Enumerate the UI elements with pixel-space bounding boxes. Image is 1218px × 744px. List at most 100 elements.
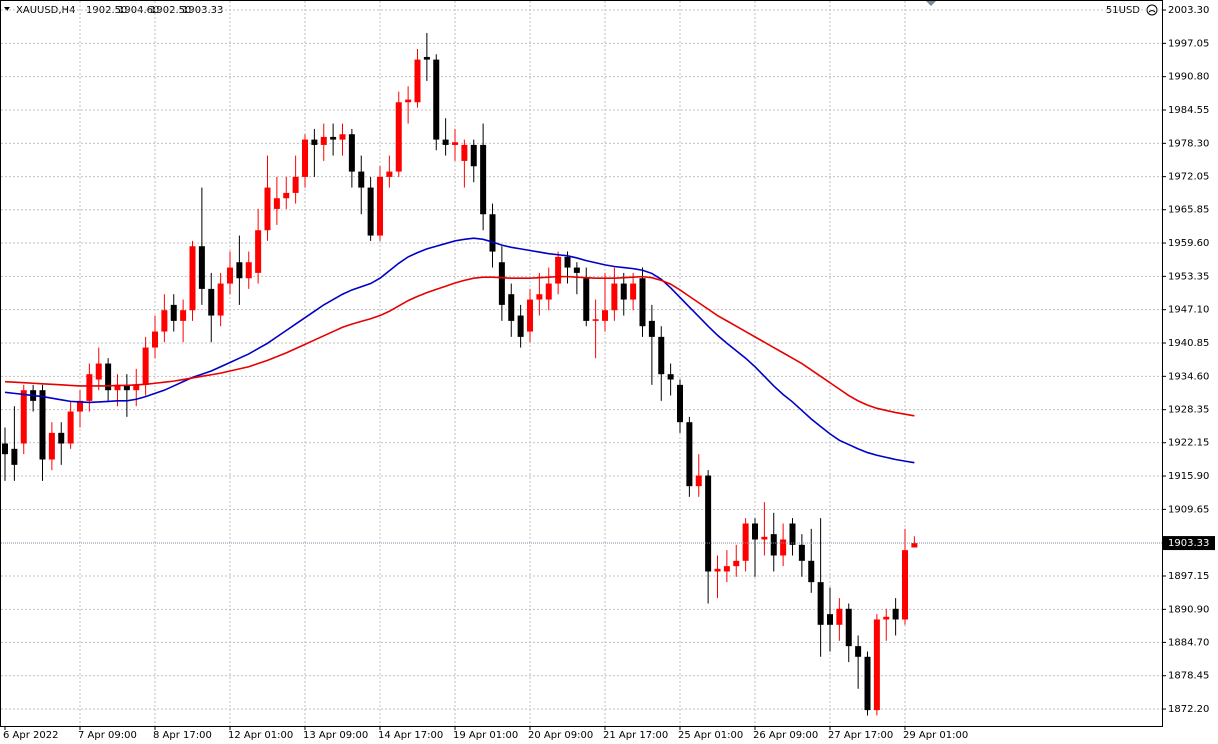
x-tick-label: 6 Apr 2022: [3, 730, 58, 741]
candle-body: [58, 432, 65, 444]
candle-body: [620, 283, 627, 300]
x-tick-label: 8 Apr 17:00: [153, 730, 212, 741]
candle-body: [217, 283, 224, 316]
candle-body: [855, 646, 862, 657]
candle-body: [330, 136, 337, 140]
candle-body: [11, 448, 18, 465]
candle-body: [133, 384, 140, 391]
candle-body: [2, 443, 8, 455]
y-tick-label: 1940.85: [1168, 338, 1209, 349]
ma-line: [4, 275, 915, 417]
account: 51USD: [1106, 5, 1140, 16]
candle-body: [873, 619, 880, 711]
candle-body: [639, 278, 646, 327]
candle-body: [161, 310, 168, 332]
candle-body: [770, 534, 777, 556]
candle-body: [67, 411, 74, 444]
x-tick-label: 27 Apr 17:00: [828, 730, 893, 741]
candle-body: [264, 187, 271, 231]
candle-body: [395, 102, 402, 172]
shift-marker: [926, 1, 936, 6]
candle-body: [273, 198, 280, 209]
y-tick-label: 1953.35: [1168, 271, 1209, 282]
x-tick-label: 20 Apr 09:00: [528, 730, 593, 741]
candle-body: [470, 144, 477, 167]
x-tick-label: 7 Apr 09:00: [78, 730, 137, 741]
candle-body: [836, 608, 843, 625]
candle-body: [583, 278, 590, 321]
x-tick-label: 19 Apr 01:00: [453, 730, 518, 741]
candle-body: [245, 262, 252, 279]
y-tick-label: 2003.30: [1168, 5, 1209, 16]
y-tick-label: 1890.90: [1168, 604, 1209, 615]
candle-body: [461, 144, 468, 161]
candle-body: [489, 214, 496, 252]
candle-body: [545, 283, 552, 300]
candle-body: [536, 294, 543, 300]
candle-body: [452, 142, 458, 145]
candle-body: [95, 363, 102, 380]
candle-body: [208, 288, 215, 316]
candle-body: [39, 390, 46, 460]
candle-body: [902, 550, 908, 620]
candle-body: [780, 539, 787, 556]
candle-body: [733, 560, 740, 567]
menu-arrow[interactable]: [4, 7, 10, 11]
candle-body: [602, 310, 608, 321]
candle-body: [152, 331, 158, 348]
plot-frame: [0, 0, 1163, 727]
candle-body: [630, 283, 637, 300]
candle-body: [480, 144, 487, 215]
y-tick-label: 1897.15: [1168, 571, 1209, 582]
candle-body: [714, 568, 721, 572]
candle-body: [723, 566, 730, 572]
candle-body: [423, 56, 430, 60]
candle-body: [789, 523, 796, 545]
candle-body: [255, 230, 262, 273]
y-tick-label: 1959.60: [1168, 238, 1209, 249]
y-tick-label: 1965.85: [1168, 205, 1209, 216]
candle-body: [77, 400, 83, 412]
y-tick-label: 1997.05: [1168, 38, 1209, 49]
candle-body: [817, 582, 824, 625]
x-tick-label: 26 Apr 09:00: [753, 730, 818, 741]
candle-body: [358, 171, 365, 188]
candle-body: [48, 432, 55, 460]
candle-body: [686, 422, 693, 487]
candle-body: [292, 176, 299, 193]
y-tick-label: 1978.30: [1168, 138, 1209, 149]
candle-body: [677, 384, 683, 423]
y-tick-label: 1915.90: [1168, 471, 1209, 482]
x-tick-label: 13 Apr 09:00: [303, 730, 368, 741]
candle-body: [123, 384, 130, 391]
candle-body: [648, 320, 655, 337]
candle-body: [348, 134, 355, 172]
candle-body: [695, 475, 702, 487]
candle-body: [386, 171, 393, 177]
y-tick-label: 1934.60: [1168, 371, 1209, 382]
candle-body: [864, 656, 871, 711]
candle-body: [592, 319, 599, 321]
candle-body: [761, 536, 768, 540]
candle-body: [442, 139, 449, 145]
candle-body: [911, 543, 918, 548]
y-tick-label: 1947.10: [1168, 305, 1209, 316]
candle-body: [883, 616, 890, 620]
candle-body: [414, 59, 421, 103]
candle-body: [227, 267, 233, 284]
candle-body: [433, 59, 440, 140]
candle-body: [170, 304, 177, 321]
candle-body: [105, 363, 112, 391]
candle-body: [311, 139, 318, 145]
candle-body: [667, 374, 674, 380]
candle-body: [236, 262, 243, 279]
last-price-box: [1163, 536, 1215, 551]
candle-body: [611, 283, 618, 311]
candle-body: [808, 560, 815, 583]
candle-body: [180, 310, 187, 321]
candle-body: [367, 187, 374, 236]
candle-body: [845, 608, 852, 647]
candle-body: [142, 347, 149, 385]
y-tick-label: 1972.05: [1168, 172, 1209, 183]
